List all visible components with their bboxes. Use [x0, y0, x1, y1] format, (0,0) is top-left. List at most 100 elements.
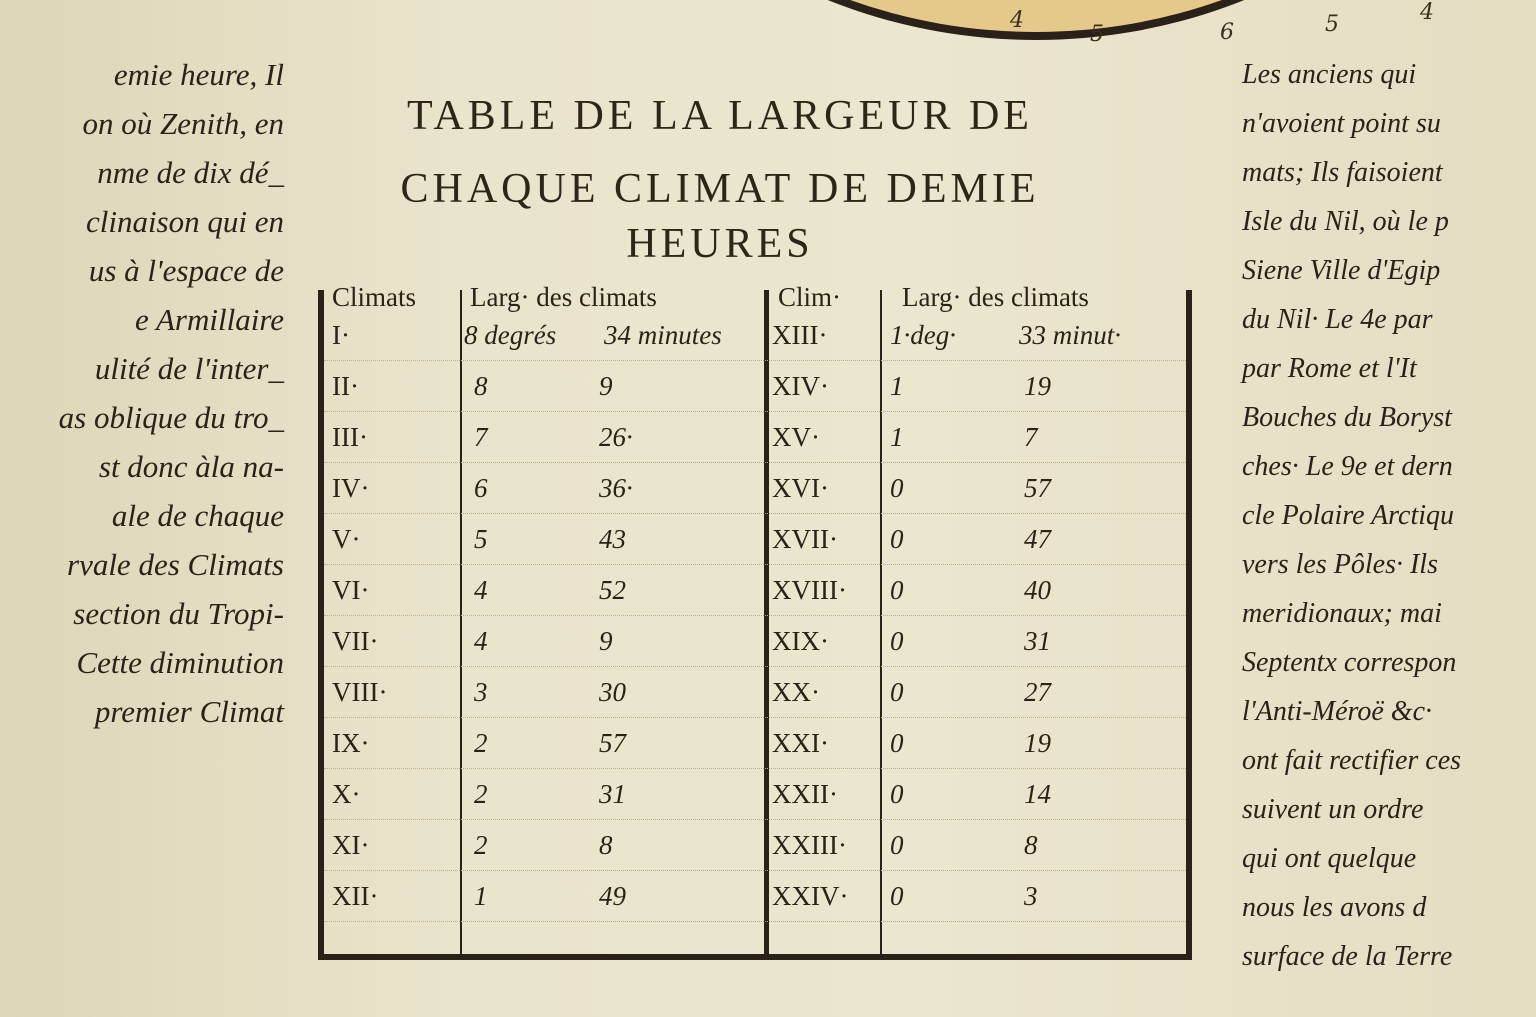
ring-number: 5 [1325, 12, 1339, 37]
minutes: 47 [1024, 524, 1051, 554]
degrees: 0 [890, 473, 904, 503]
minutes: 26· [599, 422, 633, 452]
degrees: 0 [890, 830, 904, 860]
climate-numeral: IV· [332, 473, 370, 503]
minutes: 9 [599, 626, 613, 656]
text-line: premier Climat [94, 694, 284, 729]
degrees: 8 degrés [464, 320, 557, 350]
text-line: n'avoient point su [1242, 108, 1441, 139]
degrees: 1 [474, 881, 488, 911]
minutes: 34 minutes [604, 320, 722, 350]
climate-numeral: VI· [332, 575, 370, 605]
minutes: 3 [1024, 881, 1038, 911]
degrees: 0 [890, 524, 904, 554]
degrees: 4 [474, 626, 488, 656]
minutes: 19 [1024, 728, 1051, 758]
header-clim: Clim· [778, 282, 842, 312]
minutes: 31 [599, 779, 626, 809]
minutes: 19 [1024, 371, 1051, 401]
minutes: 36· [599, 473, 633, 503]
climate-numeral: IX· [332, 728, 370, 758]
degrees: 6 [474, 473, 488, 503]
left-text-column: emie heure, Il on où Zenith, en nme de dix… [0, 50, 284, 736]
degrees: 7 [474, 422, 488, 452]
table-row: VII· 4 9 XIX· 0 31 [324, 616, 1186, 667]
climate-numeral: XIX· [772, 626, 829, 656]
climate-width-table: Climats Larg· des climats Clim· Larg· de… [318, 282, 1192, 960]
minutes: 49 [599, 881, 626, 911]
text-line: l'Anti-Méroë &c· [1242, 696, 1432, 727]
text-line: Siene Ville d'Egip [1242, 255, 1441, 286]
climate-numeral: III· [332, 422, 368, 452]
table-row: III· 7 26· XV· 1 7 [324, 412, 1186, 463]
table-row: XII· 1 49 XXIV· 0 3 [324, 871, 1186, 922]
column-divider [460, 290, 462, 954]
text-line: us à l'espace de [88, 253, 284, 288]
climate-numeral: V· [332, 524, 361, 554]
minutes: 33 minut· [1019, 320, 1122, 350]
header-largeur-right: Larg· des climats [902, 282, 1089, 312]
table-row: VIII· 3 30 XX· 0 27 [324, 667, 1186, 718]
text-line: Isle du Nil, où le p [1242, 206, 1449, 237]
text-line: qui ont quelque [1242, 843, 1417, 874]
text-line: par Rome et l'It [1242, 353, 1417, 384]
minutes: 40 [1024, 575, 1051, 605]
minutes: 8 [1024, 830, 1038, 860]
text-line: cle Polaire Arctiqu [1242, 500, 1455, 531]
table-row: V· 5 43 XVII· 0 47 [324, 514, 1186, 565]
climate-numeral: XI· [332, 830, 370, 860]
table-row: IV· 6 36· XVI· 0 57 [324, 463, 1186, 514]
minutes: 43 [599, 524, 626, 554]
table-title-line-2: CHAQUE CLIMAT DE DEMIE [400, 166, 1040, 212]
column-divider [880, 290, 882, 954]
table-row: I· 8 degrés 34 minutes XIII· 1·deg· 33 minut· [324, 310, 1186, 361]
ring-number: 6 [1220, 20, 1234, 45]
degrees: 1·deg· [890, 320, 956, 350]
degrees: 0 [890, 728, 904, 758]
text-line: nme de dix dé_ [97, 155, 284, 190]
degrees: 1 [890, 371, 904, 401]
degrees: 2 [474, 830, 488, 860]
climate-numeral: VII· [332, 626, 379, 656]
text-line: section du Tropi- [73, 596, 284, 631]
climate-numeral: XXIII· [772, 830, 847, 860]
minutes: 27 [1024, 677, 1051, 707]
right-text-column: Les anciens qui n'avoient point su mats; I… [1242, 50, 1532, 981]
text-line: Bouches du Boryst [1242, 402, 1452, 433]
degrees: 3 [474, 677, 488, 707]
text-line: vers les Pôles· Ils [1242, 549, 1438, 580]
minutes: 7 [1024, 422, 1038, 452]
degrees: 1 [890, 422, 904, 452]
minutes: 57 [1024, 473, 1051, 503]
table-row: X· 2 31 XXII· 0 14 [324, 769, 1186, 820]
text-line: emie heure, Il [113, 57, 284, 92]
climate-numeral: VIII· [332, 677, 388, 707]
text-line: on où Zenith, en [82, 106, 285, 141]
table-row: II· 8 9 XIV· 1 19 [324, 361, 1186, 412]
table-title-line-3: HEURES [626, 221, 814, 267]
text-line: rvale des Climats [67, 547, 284, 582]
minutes: 57 [599, 728, 626, 758]
degrees: 0 [890, 779, 904, 809]
degrees: 8 [474, 371, 488, 401]
minutes: 9 [599, 371, 613, 401]
degrees: 0 [890, 626, 904, 656]
climate-numeral: I· [332, 320, 350, 350]
degrees: 0 [890, 881, 904, 911]
text-line: ont fait rectifier ces [1242, 745, 1462, 776]
text-line: st donc àla na- [98, 449, 284, 484]
degrees: 4 [474, 575, 488, 605]
text-line: ulité de l'inter_ [94, 351, 284, 386]
climate-numeral: XVI· [772, 473, 829, 503]
climate-numeral: II· [332, 371, 359, 401]
text-line: nous les avons d [1242, 892, 1427, 923]
text-line: mats; Ils faisoient [1242, 157, 1443, 188]
header-climats: Climats [332, 282, 417, 312]
text-line: e Armillaire [135, 302, 284, 337]
climate-numeral: XXI· [772, 728, 829, 758]
table-row: XI· 2 8 XXIII· 0 8 [324, 820, 1186, 871]
climate-numeral: XVIII· [772, 575, 847, 605]
degrees: 0 [890, 677, 904, 707]
table-row: VI· 4 52 XVIII· 0 40 [324, 565, 1186, 616]
text-line: as oblique du tro_ [58, 400, 284, 435]
